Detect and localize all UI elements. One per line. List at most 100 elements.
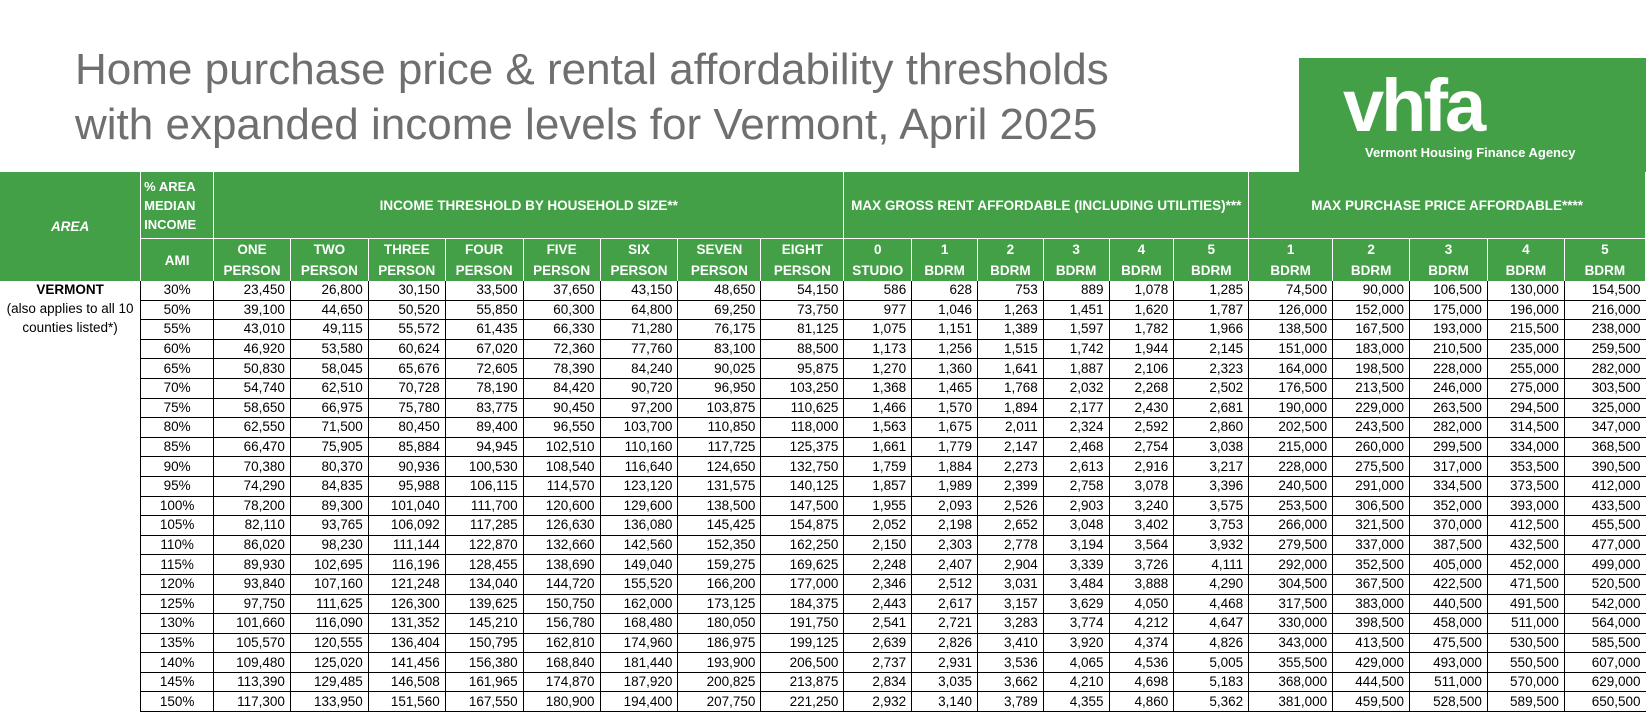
purchase-cell: 228,000 bbox=[1409, 358, 1488, 379]
income-cell: 77,760 bbox=[599, 339, 678, 360]
purchase-col-2-top: 2 bbox=[1332, 238, 1411, 260]
rent-col-2-bottom: BDRM bbox=[911, 260, 978, 281]
ami-percent-cell: 115% bbox=[140, 554, 214, 575]
income-cell: 70,380 bbox=[213, 456, 291, 477]
purchase-cell: 607,000 bbox=[1563, 652, 1646, 673]
rent-cell: 4,212 bbox=[1108, 613, 1174, 634]
purchase-cell: 275,000 bbox=[1486, 378, 1565, 399]
table-row: 110% 86,020 98,230 111,144 122,870 132,660 142… bbox=[0, 535, 1646, 556]
rent-cell: 4,210 bbox=[1042, 672, 1109, 693]
rent-col-2-top: 1 bbox=[911, 238, 978, 260]
income-cell: 80,370 bbox=[289, 456, 369, 477]
purchase-cell: 151,000 bbox=[1248, 339, 1333, 360]
income-cell: 39,100 bbox=[213, 300, 291, 321]
income-cell: 83,100 bbox=[677, 339, 761, 360]
purchase-cell: 564,000 bbox=[1563, 613, 1646, 634]
rent-cell: 1,966 bbox=[1173, 319, 1249, 340]
income-cell: 101,040 bbox=[367, 496, 446, 517]
rent-cell: 1,597 bbox=[1042, 319, 1109, 340]
purchase-cell: 368,500 bbox=[1563, 437, 1646, 458]
income-col-5-top: FIVE bbox=[523, 238, 601, 260]
rent-cell: 4,355 bbox=[1042, 691, 1109, 713]
rent-cell: 2,526 bbox=[976, 496, 1044, 517]
rent-cell: 2,904 bbox=[976, 554, 1044, 575]
table-row: 55% 43,010 49,115 55,572 61,435 66,330 71,280 7… bbox=[0, 319, 1646, 340]
income-cell: 124,650 bbox=[677, 456, 761, 477]
income-cell: 55,850 bbox=[444, 300, 524, 321]
rent-cell: 2,932 bbox=[843, 691, 912, 713]
rent-cell: 3,932 bbox=[1173, 535, 1249, 556]
income-cell: 48,650 bbox=[677, 281, 761, 301]
ami-percent-cell: 125% bbox=[140, 594, 214, 615]
income-cell: 90,450 bbox=[522, 398, 601, 419]
purchase-cell: 444,500 bbox=[1332, 672, 1410, 693]
income-cell: 156,780 bbox=[522, 613, 601, 634]
table-row: 85% 66,470 75,905 85,884 94,945 102,510 110,16… bbox=[0, 437, 1646, 458]
rent-cell: 2,652 bbox=[976, 515, 1044, 536]
rent-cell: 3,753 bbox=[1173, 515, 1249, 536]
rent-cell: 1,515 bbox=[976, 339, 1044, 360]
income-cell: 85,884 bbox=[367, 437, 446, 458]
rent-cell: 2,617 bbox=[911, 594, 978, 615]
rent-cell: 1,620 bbox=[1108, 300, 1174, 321]
rent-cell: 2,681 bbox=[1173, 398, 1249, 419]
area-cell: VERMONT (also applies to all 10 counties … bbox=[0, 281, 142, 712]
rent-cell: 1,779 bbox=[911, 437, 978, 458]
income-cell: 95,988 bbox=[367, 476, 446, 497]
purchase-cell: 167,500 bbox=[1332, 319, 1410, 340]
logo-wordmark: vhfa bbox=[1343, 64, 1486, 147]
purchase-cell: 213,500 bbox=[1332, 378, 1410, 399]
table-row: 140% 109,480 125,020 141,456 156,380 168,840 1… bbox=[0, 652, 1646, 673]
income-cell: 90,936 bbox=[367, 456, 446, 477]
title-line-2: with expanded income levels for Vermont,… bbox=[75, 100, 1098, 149]
purchase-cell: 381,000 bbox=[1248, 691, 1333, 713]
income-cell: 78,390 bbox=[522, 358, 601, 379]
purchase-col-2-bottom: BDRM bbox=[1332, 260, 1411, 281]
income-cell: 167,550 bbox=[444, 691, 524, 713]
purchase-cell: 520,500 bbox=[1563, 574, 1646, 595]
purchase-cell: 334,000 bbox=[1486, 437, 1565, 458]
income-cell: 169,625 bbox=[760, 554, 844, 575]
rent-cell: 2,860 bbox=[1173, 417, 1249, 438]
income-cell: 138,500 bbox=[677, 496, 761, 517]
rent-cell: 2,541 bbox=[843, 613, 912, 634]
rent-cell: 3,240 bbox=[1108, 496, 1174, 517]
table-row: 50% 39,100 44,650 50,520 55,850 60,300 64,800 6… bbox=[0, 300, 1646, 321]
table-row: VERMONT (also applies to all 10 counties … bbox=[0, 281, 1646, 712]
rent-cell: 1,661 bbox=[843, 437, 912, 458]
purchase-cell: 432,500 bbox=[1486, 535, 1565, 556]
purchase-cell: 130,000 bbox=[1486, 281, 1565, 301]
rent-cell: 3,575 bbox=[1173, 496, 1249, 517]
purchase-cell: 422,500 bbox=[1409, 574, 1488, 595]
purchase-cell: 299,500 bbox=[1409, 437, 1488, 458]
rent-cell: 2,512 bbox=[911, 574, 978, 595]
purchase-cell: 240,500 bbox=[1248, 476, 1333, 497]
rent-cell: 4,111 bbox=[1173, 554, 1249, 575]
income-cell: 107,160 bbox=[289, 574, 369, 595]
income-cell: 120,600 bbox=[522, 496, 601, 517]
purchase-cell: 347,000 bbox=[1563, 417, 1646, 438]
purchase-cell: 491,500 bbox=[1486, 594, 1565, 615]
rent-cell: 2,443 bbox=[843, 594, 912, 615]
table-row: 135% 105,570 120,555 136,404 150,795 162,810 1… bbox=[0, 633, 1646, 654]
rent-cell: 1,563 bbox=[843, 417, 912, 438]
income-cell: 102,695 bbox=[289, 554, 369, 575]
purchase-cell: 193,000 bbox=[1409, 319, 1488, 340]
purchase-cell: 387,500 bbox=[1409, 535, 1488, 556]
rent-cell: 2,177 bbox=[1042, 398, 1109, 419]
income-cell: 213,875 bbox=[760, 672, 844, 693]
income-cell: 113,390 bbox=[213, 672, 291, 693]
income-cell: 111,625 bbox=[289, 594, 369, 615]
rent-cell: 2,430 bbox=[1108, 398, 1174, 419]
purchase-cell: 455,500 bbox=[1563, 515, 1646, 536]
income-cell: 66,330 bbox=[522, 319, 601, 340]
income-cell: 58,045 bbox=[289, 358, 369, 379]
income-cell: 162,000 bbox=[599, 594, 678, 615]
income-cell: 106,092 bbox=[367, 515, 446, 536]
income-cell: 146,508 bbox=[367, 672, 446, 693]
rent-cell: 1,451 bbox=[1042, 300, 1109, 321]
rent-cell: 3,410 bbox=[976, 633, 1044, 654]
rent-cell: 2,052 bbox=[843, 515, 912, 536]
income-cell: 117,725 bbox=[677, 437, 761, 458]
purchase-cell: 429,000 bbox=[1332, 652, 1410, 673]
